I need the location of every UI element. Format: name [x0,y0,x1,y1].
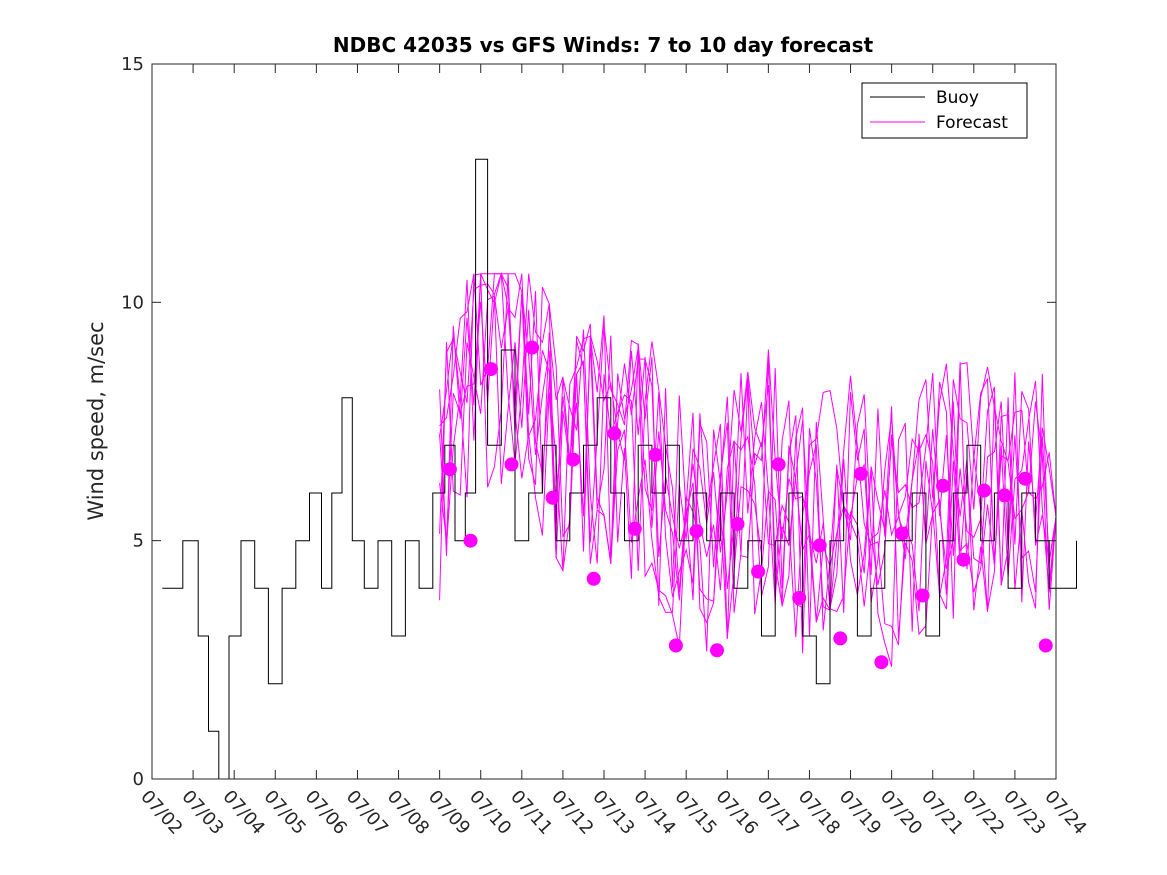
forecast-point [997,488,1012,503]
legend-box [861,82,1028,139]
forecast-point [730,517,745,531]
plot-area [162,158,1077,780]
forecast-line [439,273,1057,652]
buoy-line [162,158,1077,780]
forecast-point [586,571,601,586]
y-tick-label: 5 [133,531,144,552]
forecast-point [607,426,622,441]
forecast-point [525,340,540,355]
forecast-point [627,521,642,536]
forecast-point [894,526,909,541]
forecast-point [936,478,950,493]
y-tick-label: 15 [121,54,144,75]
forecast-point [956,552,971,567]
forecast-point [1038,638,1053,653]
forecast-point [689,524,704,539]
forecast-point [710,643,724,658]
forecast-line [439,273,1057,667]
legend-buoy-label: Buoy [936,88,979,108]
forecast-point [853,466,868,481]
forecast-point [504,457,519,472]
forecast-point [442,462,457,477]
forecast-point [545,490,560,505]
forecast-point [833,631,848,646]
forecast-point [874,655,889,670]
forecast-point [812,538,827,553]
y-axis-label: Wind speed, m/sec [84,321,108,520]
forecast-line [439,273,1057,638]
y-tick-label: 0 [133,769,144,790]
chart-title: NDBC 42035 vs GFS Winds: 7 to 10 day for… [333,33,874,57]
forecast-point [977,483,992,498]
forecast-point [648,447,663,462]
legend-forecast-label: Forecast [936,113,1008,133]
forecast-point [484,362,498,377]
forecast-point [668,638,683,653]
forecast-point [463,533,478,548]
forecast-point [751,564,766,579]
forecast-point [792,590,807,605]
forecast-point [771,457,786,472]
forecast-point [915,588,930,603]
forecast-point [566,452,581,467]
y-tick-label: 10 [121,292,144,313]
legend: Buoy Forecast [861,82,1028,139]
forecast-point [1018,471,1033,486]
